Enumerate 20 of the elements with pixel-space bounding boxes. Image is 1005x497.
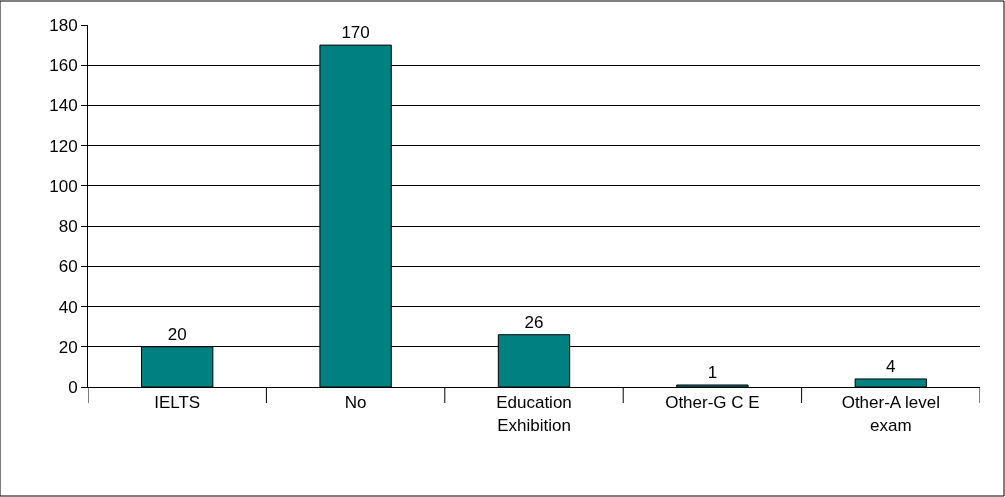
y-tick-label: 0 — [68, 377, 78, 397]
x-tick-label: Other-G C E — [665, 393, 760, 413]
x-tick-label: No — [344, 393, 367, 413]
y-tick-label: 60 — [58, 257, 78, 277]
y-tick-label: 20 — [58, 337, 78, 357]
data-label: 20 — [167, 324, 187, 344]
y-tick-label: 160 — [49, 56, 78, 76]
x-tick-label: Other-A level exam — [841, 393, 940, 435]
x-tick-label: Education Exhibition — [496, 393, 572, 435]
x-tick-label: IELTS — [154, 393, 201, 413]
data-label: 170 — [341, 23, 370, 43]
data-label: 1 — [707, 362, 718, 382]
y-tick-label: 180 — [49, 15, 78, 35]
y-tick-label: 140 — [49, 96, 78, 116]
y-tick-label: 80 — [58, 217, 78, 237]
data-label: 4 — [886, 356, 896, 376]
y-tick-label: 40 — [58, 297, 78, 317]
data-label: 26 — [524, 312, 544, 332]
y-tick-label: 100 — [49, 176, 78, 196]
y-tick-label: 120 — [49, 136, 78, 156]
